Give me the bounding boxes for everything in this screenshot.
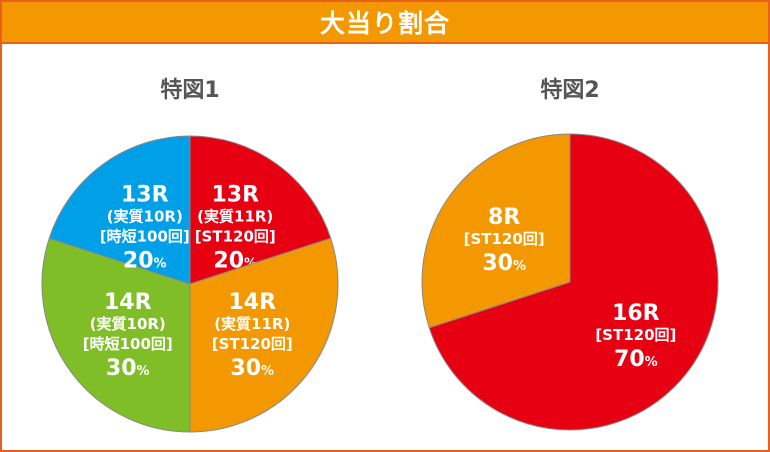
pie1-slice-3-detail: [時短100回]: [100, 228, 190, 246]
pie-title-1: 特図1: [160, 78, 220, 103]
pie2-slice-1-label: 8R: [488, 205, 520, 230]
pie1-slice-0-detail: [ST120回]: [195, 228, 276, 246]
pie1-slice-2-detail: [時短100回]: [83, 335, 173, 353]
pie1-slice-1-detail: [ST120回]: [212, 335, 293, 353]
header-bar: 大当り割合: [2, 2, 768, 44]
pie2-slice-1-detail: [ST120回]: [464, 230, 545, 248]
pie1-slice-2-percent: 30%: [106, 356, 150, 381]
pie1-slice-2-detail: (実質10R): [90, 315, 166, 333]
pie2-slice-1: [421, 133, 571, 329]
pie1-slice-3-detail: (実質10R): [107, 208, 183, 226]
pie2-slice-0-detail: [ST120回]: [595, 326, 676, 344]
pie1-slice-1-label: 14R: [228, 290, 276, 315]
pie1-slice-1: [189, 237, 339, 433]
pie1-slice-0: [189, 135, 332, 285]
pie1-slice-2: [41, 237, 191, 433]
pie1-slice-3: [48, 135, 191, 285]
pie1-slice-2-label: 14R: [104, 290, 152, 315]
pie1-slice-1-detail: (実質11R): [214, 315, 290, 333]
pie1-slice-0-detail: (実質11R): [197, 208, 273, 226]
pie-title-2: 特図2: [540, 78, 600, 103]
pie1-slice-1-percent: 30%: [230, 356, 274, 381]
pie2-slice-0-label: 16R: [612, 301, 660, 326]
pie2-slice-0: [428, 133, 719, 431]
pie1-slice-3-label: 13R: [121, 183, 169, 208]
header-title: 大当り割合: [319, 9, 450, 38]
pie1-slice-0-label: 13R: [211, 183, 259, 208]
